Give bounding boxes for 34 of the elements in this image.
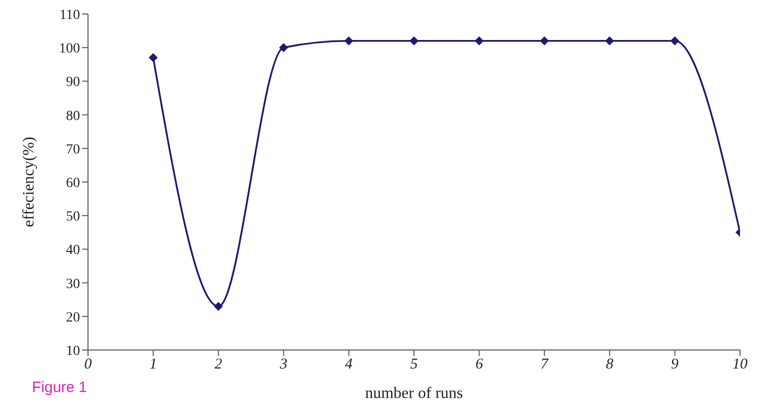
x-tick-label: 4 (345, 356, 354, 373)
point (474, 36, 484, 46)
caption: Figure 1 (32, 379, 88, 396)
x-tick-label: 0 (84, 356, 92, 373)
point (344, 36, 354, 46)
point (605, 36, 614, 46)
y-tick-label: 40 (66, 243, 80, 258)
x-tick-label: 5 (410, 356, 418, 373)
point (214, 302, 223, 311)
y-tick-label: 60 (66, 176, 80, 191)
x-axis-title: number of runs (365, 385, 463, 402)
y-tick-label: 100 (59, 42, 80, 57)
y-tick-label: 30 (66, 276, 80, 292)
y-tick-label: 50 (66, 210, 80, 225)
x-tick-label: 6 (475, 356, 484, 373)
x-tick-label: 10 (732, 356, 748, 373)
x-tick-label: 1 (149, 356, 157, 373)
y-axis-title: effeciency(%) (20, 136, 38, 228)
y-tick-label: 80 (66, 108, 80, 124)
y-tick-label: 110 (60, 8, 80, 23)
y-tick-label: 90 (66, 75, 80, 90)
y-tick-label: 20 (66, 310, 80, 326)
y-tick-label: 10 (66, 344, 80, 359)
x-tick-label: 7 (540, 356, 550, 373)
x-tick-label: 3 (278, 356, 288, 373)
x-tick-label: 9 (671, 356, 680, 373)
point (410, 36, 418, 46)
point (670, 36, 680, 46)
y-tick-label: 70 (66, 142, 80, 158)
x-tick-label: 2 (214, 356, 223, 373)
point (279, 43, 288, 52)
x-tick-label: 8 (606, 356, 614, 373)
point (148, 53, 158, 62)
point (540, 36, 549, 46)
